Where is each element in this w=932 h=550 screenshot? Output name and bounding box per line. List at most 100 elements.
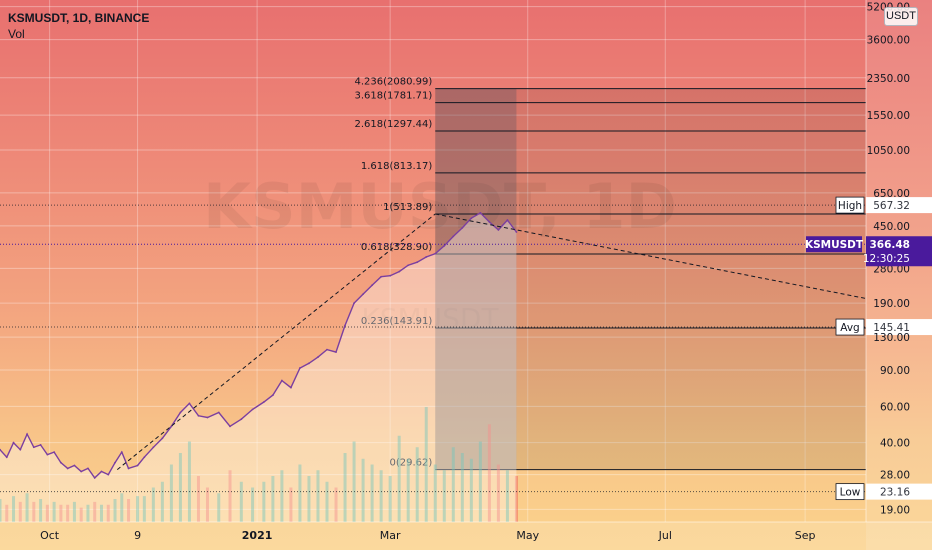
y-tick-label: 130.00 (873, 332, 910, 344)
price-point (317, 356, 319, 358)
price-point (0, 448, 1, 451)
price-point (380, 275, 383, 278)
price-point (262, 401, 265, 403)
volume-bar (478, 441, 482, 522)
volume-bar (460, 453, 464, 522)
y-tick-label: 1050.00 (867, 145, 910, 157)
price-point (308, 362, 310, 365)
price-point (326, 348, 328, 351)
volume-indicator-label[interactable]: Vol (8, 27, 25, 41)
volume-bar (106, 504, 110, 522)
price-point (39, 444, 42, 446)
volume-bar (52, 501, 56, 522)
symbol-title[interactable]: KSMUSDT, 1D, BINANCE (8, 11, 150, 25)
fibonacci-extension[interactable]: 0(29.62) 0.236(143.91) 0.618(328.90) 1(513.… (354, 77, 866, 471)
volume-bar (228, 470, 232, 522)
volume-bar (271, 476, 275, 522)
time-axis-bg (0, 522, 932, 550)
symbol-watermark: KSMUSDT, 1D (203, 170, 677, 243)
volume-bar (316, 470, 320, 522)
price-point (371, 284, 374, 287)
y-tick-label: 40.00 (880, 438, 910, 450)
currency-button[interactable]: USDT (884, 7, 918, 26)
price-point (470, 217, 473, 220)
volume-bar (424, 407, 428, 522)
price-point (299, 367, 301, 369)
chart-legend: KSMUSDT, 1D, BINANCE Vol (8, 10, 149, 42)
price-point (425, 256, 428, 258)
price-point (335, 351, 337, 353)
price-point (53, 451, 56, 454)
volume-bar (5, 504, 9, 522)
volume-bar (113, 499, 117, 522)
price-point (240, 418, 243, 421)
price-point (206, 416, 209, 419)
trend-line (116, 213, 436, 470)
volume-bar (415, 447, 419, 522)
fib-level-label: 3.618(1781.71) (354, 91, 432, 102)
ref-tag-label: High (838, 200, 862, 212)
volume-bar (388, 476, 392, 522)
price-point (73, 464, 76, 467)
fib-level-label: 2.618(1297.44) (354, 119, 432, 130)
price-axis-bg (866, 0, 932, 550)
volume-bar (361, 458, 365, 522)
reference-lines: High Avg Low (0, 196, 866, 501)
price-point (100, 470, 103, 473)
price-point (515, 231, 518, 233)
last-price-box (866, 236, 932, 267)
price-point (452, 235, 455, 238)
volume-bar (160, 481, 164, 522)
volume-bar (187, 441, 191, 522)
volume-bar (496, 464, 500, 522)
volume-bar (325, 481, 329, 522)
price-series[interactable] (0, 212, 518, 522)
volume-bar (18, 501, 22, 522)
trend-line (435, 213, 867, 299)
price-point (389, 274, 392, 277)
ref-tag-box (835, 196, 865, 214)
price-point (66, 467, 69, 470)
volume-bar (289, 487, 293, 522)
volume-bar (307, 476, 311, 522)
price-point (87, 467, 89, 470)
price-point (497, 229, 500, 231)
y-tick-label: 190.00 (873, 298, 910, 310)
ref-value-box (866, 197, 932, 214)
price-point (362, 293, 364, 296)
price-point (5, 456, 8, 459)
last-price-value: 366.48 (869, 239, 910, 251)
ref-value-label: 23.16 (880, 487, 910, 499)
y-tick-label: 1550.00 (867, 110, 910, 122)
y-tick-label: 2350.00 (867, 73, 910, 85)
x-tick-label: 9 (134, 529, 141, 542)
volume-bar (142, 496, 146, 522)
y-tick-label: 450.00 (873, 221, 910, 233)
fib-level-label: 1(513.89) (383, 202, 432, 213)
price-point (120, 451, 123, 454)
price-point (188, 402, 191, 405)
price-point (461, 226, 464, 229)
price-point (281, 379, 283, 382)
volume-bar (79, 507, 83, 522)
volume-bar (72, 501, 76, 522)
price-point (107, 473, 110, 476)
volume-histogram (0, 407, 518, 522)
volume-bar (120, 493, 124, 522)
y-tick-label: 650.00 (873, 188, 910, 200)
trend-lines[interactable] (116, 213, 867, 470)
volume-bar (39, 499, 43, 522)
volume-bar (370, 464, 374, 522)
time-axis[interactable]: Oct 9 2021 Mar May Jul Sep (0, 521, 932, 550)
price-point (443, 244, 446, 247)
price-point (344, 324, 346, 327)
price-point (136, 464, 139, 467)
symbol-watermark-subtitle: KSMUSDT (361, 302, 499, 335)
price-axis[interactable]: 567.32145.4123.165200.003600.002350.0015… (805, 0, 932, 550)
price-point (416, 261, 419, 264)
ref-tag-label: Low (840, 487, 861, 499)
volume-bar (487, 424, 491, 522)
price-point (114, 461, 116, 464)
